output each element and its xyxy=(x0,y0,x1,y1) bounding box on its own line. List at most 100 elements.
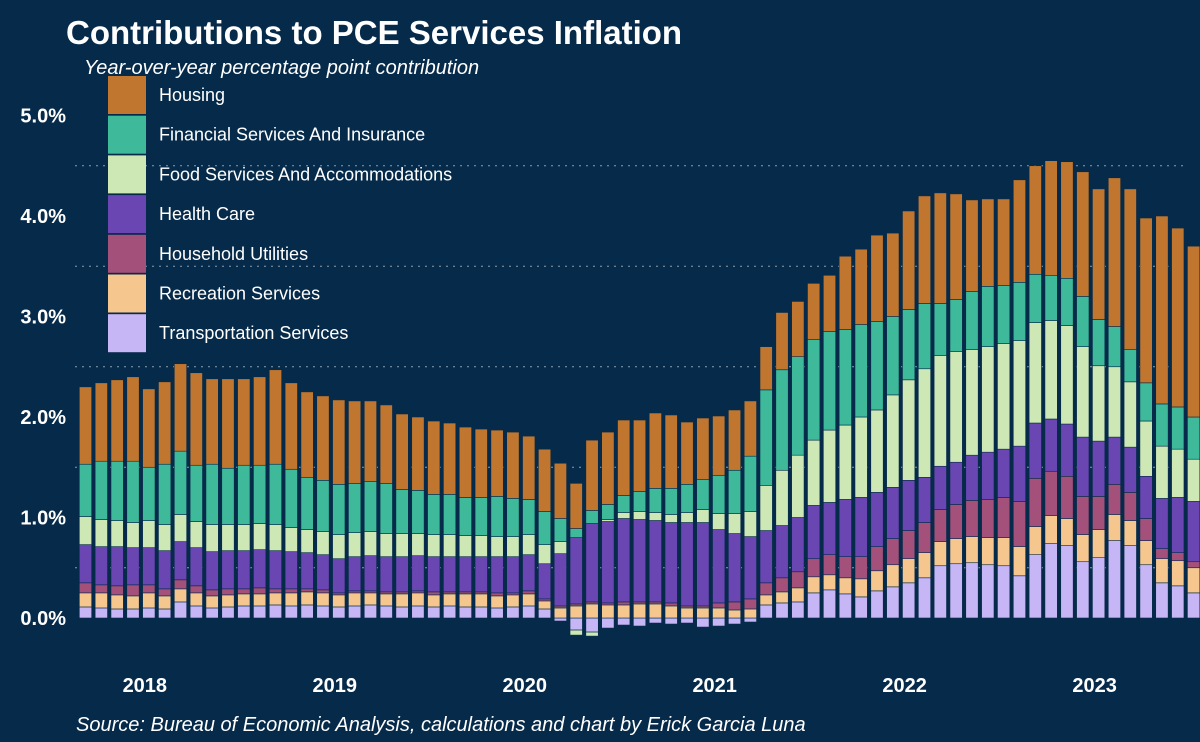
bar-segment-housing-2023-03 xyxy=(1123,188,1137,350)
bar-segment-transportation-services-2018-05 xyxy=(205,607,219,619)
bar-segment-household-utilities-2022-07 xyxy=(997,497,1011,538)
bar-segment-housing-2018-01 xyxy=(142,388,156,468)
bar-segment-household-utilities-2020-12 xyxy=(696,605,710,609)
bar-segment-food-services-and-accommodations-2021-07 xyxy=(807,439,821,506)
bar-segment-recreation-services-2022-05 xyxy=(965,536,979,564)
bar-segment-household-utilities-2018-03 xyxy=(173,579,187,590)
bar-segment-household-utilities-2021-11 xyxy=(870,546,884,572)
bar-segment-household-utilities-2019-11 xyxy=(490,592,504,597)
bar-segment-financial-services-and-insurance-2021-03 xyxy=(743,455,757,512)
bar-segment-housing-2018-10 xyxy=(284,382,298,470)
bar-segment-recreation-services-2017-12 xyxy=(126,595,140,610)
legend-label: Financial Services And Insurance xyxy=(159,125,425,145)
bar-segment-household-utilities-2018-09 xyxy=(268,588,282,594)
bar-segment-transportation-services-2018-11 xyxy=(300,604,314,619)
bar-segment-health-care-2021-09 xyxy=(838,499,852,557)
bar-segment-household-utilities-2021-07 xyxy=(807,558,821,578)
bar-segment-transportation-services-2019-07 xyxy=(427,606,441,619)
bar-segment-health-care-2018-08 xyxy=(253,549,267,589)
bar-segment-financial-services-and-insurance-2020-01 xyxy=(522,499,536,535)
bar-segment-transportation-services-2018-06 xyxy=(221,606,235,619)
bar-segment-financial-services-and-insurance-2022-04 xyxy=(949,299,963,352)
bar-segment-health-care-2022-05 xyxy=(965,454,979,501)
legend-swatch xyxy=(108,195,146,234)
bar-segment-financial-services-and-insurance-2018-07 xyxy=(237,464,251,525)
bar-segment-food-services-and-accommodations-2022-04 xyxy=(949,351,963,463)
bar-segment-food-services-and-accommodations-2023-07 xyxy=(1187,458,1200,502)
bar-segment-housing-2019-10 xyxy=(474,428,488,498)
bar-segment-financial-services-and-insurance-2021-12 xyxy=(886,316,900,396)
bar-segment-transportation-services-2022-06 xyxy=(981,564,995,619)
bar-segment-financial-services-and-insurance-2018-05 xyxy=(205,463,219,525)
bar-segment-food-services-and-accommodations-2021-11 xyxy=(870,409,884,493)
chart-subtitle: Year-over-year percentage point contribu… xyxy=(84,57,479,79)
bar-segment-housing-2020-10 xyxy=(664,414,678,489)
bar-segment-food-services-and-accommodations-2020-10 xyxy=(664,514,678,523)
bar-segment-financial-services-and-insurance-2019-10 xyxy=(474,497,488,536)
bar-segment-transportation-services-2021-03 xyxy=(743,617,757,623)
bar-segment-financial-services-and-insurance-2020-07 xyxy=(617,495,631,513)
bar-segment-health-care-2023-05 xyxy=(1155,498,1169,549)
bar-segment-recreation-services-2020-11 xyxy=(680,607,694,619)
bar-segment-transportation-services-2022-05 xyxy=(965,562,979,619)
bar-segment-financial-services-and-insurance-2017-09 xyxy=(79,463,93,517)
bar-segment-recreation-services-2020-04 xyxy=(569,605,583,619)
bar-segment-food-services-and-accommodations-2020-11 xyxy=(680,512,694,523)
bar-segment-household-utilities-2019-07 xyxy=(427,591,441,596)
bar-segment-financial-services-and-insurance-2021-10 xyxy=(854,324,868,418)
bar-segment-food-services-and-accommodations-2020-09 xyxy=(648,512,662,521)
bar-segment-health-care-2023-07 xyxy=(1187,501,1200,563)
bar-segment-transportation-services-2021-07 xyxy=(807,592,821,619)
bar-segment-transportation-services-2021-12 xyxy=(886,586,900,619)
bar-segment-financial-services-and-insurance-2019-04 xyxy=(379,483,393,534)
bar-segment-housing-2022-02 xyxy=(917,195,931,304)
bar-segment-recreation-services-2018-12 xyxy=(316,592,330,607)
bar-segment-financial-services-and-insurance-2023-02 xyxy=(1107,326,1121,368)
bar-segment-housing-2020-04 xyxy=(569,483,583,529)
bar-segment-housing-2019-06 xyxy=(411,416,425,491)
x-tick-label: 2019 xyxy=(313,675,358,697)
bar-segment-housing-2023-06 xyxy=(1171,227,1185,408)
bar-segment-household-utilities-2018-07 xyxy=(237,588,251,595)
bar-segment-housing-2020-05 xyxy=(585,439,599,511)
bar-segment-financial-services-and-insurance-2019-02 xyxy=(348,483,362,533)
bar-segment-housing-2018-07 xyxy=(237,378,251,466)
bar-segment-recreation-services-2021-06 xyxy=(791,587,805,603)
bar-segment-health-care-2020-05 xyxy=(585,523,599,603)
y-tick-label: 2.0% xyxy=(20,407,66,429)
bar-segment-health-care-2019-03 xyxy=(363,555,377,592)
bar-segment-food-services-and-accommodations-2021-04 xyxy=(759,485,773,531)
bar-segment-financial-services-and-insurance-2021-01 xyxy=(712,474,726,514)
bar-segment-housing-2018-09 xyxy=(268,369,282,465)
bar-segment-health-care-2023-01 xyxy=(1092,440,1106,497)
bar-segment-household-utilities-2022-03 xyxy=(933,509,947,542)
bar-segment-financial-services-and-insurance-2022-03 xyxy=(933,303,947,356)
bar-segment-recreation-services-2021-03 xyxy=(743,608,757,619)
x-axis-ticks: 2018201920202021202220232024 xyxy=(123,675,1117,697)
bar-segment-recreation-services-2022-03 xyxy=(933,541,947,567)
bar-segment-housing-2022-05 xyxy=(965,199,979,292)
bar-segment-housing-2019-09 xyxy=(458,426,472,498)
bar-segment-health-care-2017-10 xyxy=(94,546,108,586)
bar-segment-health-care-2020-02 xyxy=(538,563,552,600)
bar-segment-household-utilities-2022-01 xyxy=(902,530,916,560)
bar-segment-housing-2019-08 xyxy=(443,422,457,495)
bar-segment-health-care-2022-06 xyxy=(981,451,995,500)
bar-segment-food-services-and-accommodations-2021-09 xyxy=(838,424,852,500)
bar-segment-household-utilities-2019-03 xyxy=(363,590,377,594)
bar-segment-food-services-and-accommodations-2022-07 xyxy=(997,343,1011,450)
bar-segment-recreation-services-2018-10 xyxy=(284,592,298,607)
bar-segment-health-care-2022-11 xyxy=(1060,423,1074,477)
bar-segment-food-services-and-accommodations-2021-05 xyxy=(775,469,789,526)
bar-segment-transportation-services-2018-08 xyxy=(253,605,267,619)
bar-segment-financial-services-and-insurance-2022-10 xyxy=(1044,274,1058,321)
bar-segment-food-services-and-accommodations-2022-02 xyxy=(917,368,931,478)
bar-segment-financial-services-and-insurance-2022-06 xyxy=(981,286,995,347)
bar-segment-financial-services-and-insurance-2020-09 xyxy=(648,488,662,513)
bar-segment-financial-services-and-insurance-2020-08 xyxy=(633,491,647,512)
bar-segment-household-utilities-2023-04 xyxy=(1139,518,1153,541)
bar-segment-housing-2018-02 xyxy=(158,381,172,465)
bar-segment-household-utilities-2017-12 xyxy=(126,584,140,597)
bar-segment-household-utilities-2020-08 xyxy=(633,601,647,605)
